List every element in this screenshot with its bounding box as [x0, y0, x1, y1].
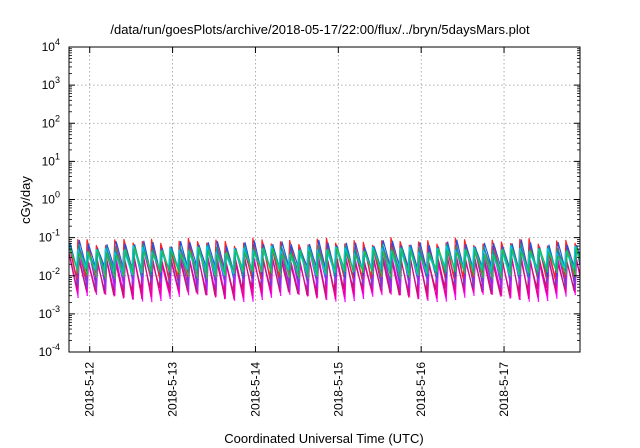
y-tick-label: 100 [42, 190, 60, 207]
y-tick-label: 103 [42, 75, 60, 92]
series-line-8 [68, 245, 581, 276]
y-tick-label: 101 [42, 151, 60, 168]
y-tick-label: 10-1 [39, 228, 60, 245]
series-line-2 [68, 250, 581, 296]
x-axis-label: Coordinated Universal Time (UTC) [224, 431, 423, 446]
x-ticks: 2018-5-12 2018-5-13 2018-5-14 2018-5-15 2018… [83, 47, 511, 417]
chart-title: /data/run/goesPlots/archive/2018-05-17/2… [110, 22, 530, 37]
x-tick-label: 2018-5-15 [331, 362, 345, 417]
y-tick-label: 10-3 [39, 304, 60, 321]
x-tick-label: 2018-5-17 [497, 362, 511, 417]
x-tick-label: 2018-5-13 [166, 362, 180, 417]
y-tick-label: 102 [42, 113, 60, 130]
series-line-9 [69, 246, 581, 280]
y-tick-label: 10-2 [39, 266, 60, 283]
y-ticks: 10-4 10-3 10-2 10-1 100 101 102 103 104 [39, 37, 580, 359]
y-tick-label: 10-4 [39, 342, 60, 359]
x-tick-label: 2018-5-12 [83, 362, 97, 417]
y-tick-label: 104 [42, 37, 60, 54]
y-axis-label: cGy/day [18, 176, 33, 224]
x-tick-label: 2018-5-14 [248, 362, 262, 417]
series-group [68, 237, 581, 303]
grid [69, 47, 580, 352]
x-tick-label: 2018-5-16 [414, 362, 428, 417]
